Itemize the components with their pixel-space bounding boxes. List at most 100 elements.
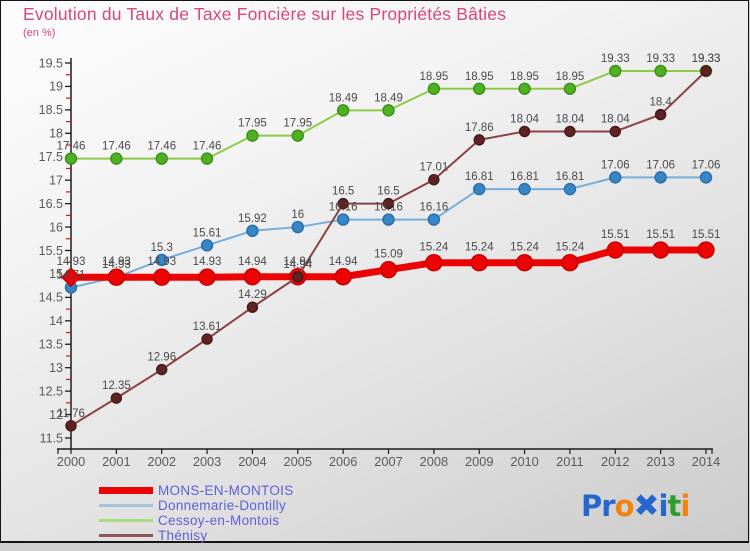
marker-cessoy-en-montois-2004	[246, 129, 259, 142]
data-label-mons-en-montois-2012: 15.51	[601, 229, 630, 241]
logo-letter: i	[658, 489, 669, 523]
legend-item-cessoy-en-montois: Cessoy-en-Montois	[99, 513, 294, 528]
data-label-th-nisy-2012: 18.04	[601, 113, 630, 125]
marker-cessoy-en-montois-2008	[427, 82, 441, 95]
data-label-cessoy-en-montois-2003: 17.46	[193, 141, 222, 153]
legend-item-thenisy: Thénisy	[99, 528, 294, 543]
marker-cessoy-en-montois-2010	[518, 82, 531, 95]
marker-mons-en-montois-2009	[470, 253, 488, 272]
marker-th-nisy-2008	[428, 174, 440, 186]
y-axis-tick-label: 18	[49, 127, 63, 141]
marker-mons-en-montois-2008	[425, 253, 443, 272]
x-axis-tick-label: 2001	[102, 454, 130, 469]
marker-mons-en-montois-2011	[561, 253, 579, 272]
logo-letter: i	[680, 489, 690, 523]
data-label-donnemarie-dontilly-2009: 16.81	[465, 171, 494, 183]
data-label-donnemarie-dontilly-2008: 16.16	[419, 202, 448, 214]
marker-cessoy-en-montois-2002	[155, 152, 168, 165]
marker-th-nisy-2001	[110, 392, 123, 404]
data-label-cessoy-en-montois-2000: 17.46	[57, 141, 86, 153]
legend-item-donnemarie-dontilly: Donnemarie-Dontilly	[99, 498, 294, 513]
y-axis-tick-label: 16	[49, 220, 63, 234]
marker-mons-en-montois-2006	[334, 268, 352, 286]
marker-th-nisy-2012	[609, 125, 621, 138]
y-axis-tick-label: 13.5	[39, 338, 63, 352]
marker-cessoy-en-montois-2013	[654, 64, 667, 78]
data-label-mons-en-montois-2003: 14.93	[193, 256, 222, 268]
data-label-donnemarie-dontilly-2003: 15.61	[193, 227, 222, 239]
y-axis-tick-label: 12	[49, 408, 63, 422]
marker-donnemarie-dontilly-2014	[699, 171, 713, 184]
marker-donnemarie-dontilly-2012	[609, 171, 622, 184]
legend-swatch-cessoy-en-montois	[99, 519, 153, 522]
data-label-mons-en-montois-2009: 15.24	[465, 242, 494, 254]
x-axis-tick-label: 2013	[646, 454, 674, 469]
data-label-donnemarie-dontilly-2012: 17.06	[601, 159, 630, 171]
marker-cessoy-en-montois-2009	[473, 82, 486, 95]
marker-mons-en-montois-2002	[153, 268, 171, 286]
marker-th-nisy-2000	[65, 420, 77, 432]
marker-cessoy-en-montois-2011	[563, 82, 577, 95]
x-axis-tick-label: 2010	[510, 454, 538, 469]
y-axis-tick-label: 14.5	[39, 291, 63, 305]
chart-subtitle: (en %)	[23, 27, 56, 39]
data-label-th-nisy-2011: 18.04	[556, 113, 585, 125]
data-label-cessoy-en-montois-2013: 19.33	[646, 53, 675, 65]
marker-mons-en-montois-2010	[515, 253, 534, 272]
legend-swatch-donnemarie-dontilly	[99, 504, 153, 507]
data-label-mons-en-montois-2002: 14.93	[147, 256, 176, 268]
marker-cessoy-en-montois-2001	[110, 152, 123, 165]
marker-mons-en-montois-2014	[697, 241, 715, 259]
x-axis-tick-label: 2008	[420, 454, 448, 469]
y-axis-tick-label: 15.5	[39, 244, 63, 258]
marker-th-nisy-2010	[518, 125, 531, 138]
data-label-donnemarie-dontilly-2001: 14.93	[102, 259, 131, 271]
x-axis-tick-label: 2009	[465, 454, 493, 469]
x-axis-tick-label: 2003	[193, 454, 221, 469]
marker-donnemarie-dontilly-2004	[246, 224, 259, 238]
data-label-donnemarie-dontilly-2013: 17.06	[646, 159, 675, 171]
data-label-mons-en-montois-2007: 15.09	[374, 249, 403, 261]
legend-item-mons-en-montois: MONS-EN-MONTOIS	[99, 483, 294, 498]
data-label-donnemarie-dontilly-2014: 17.06	[692, 159, 721, 171]
x-axis-tick-label: 2004	[238, 454, 266, 469]
marker-cessoy-en-montois-2003	[200, 152, 214, 165]
marker-th-nisy-2004	[246, 301, 259, 313]
data-label-th-nisy-2001: 12.35	[102, 380, 131, 392]
marker-donnemarie-dontilly-2002	[155, 253, 168, 267]
y-axis-tick-label: 11.5	[40, 431, 63, 445]
data-label-cessoy-en-montois-2006: 18.49	[329, 92, 358, 104]
marker-cessoy-en-montois-2006	[336, 104, 350, 117]
x-axis-tick-label: 2007	[374, 454, 402, 469]
marker-th-nisy-2003	[201, 333, 213, 345]
x-axis-tick-label: 2000	[57, 454, 85, 469]
data-label-th-nisy-2010: 18.04	[510, 113, 539, 125]
x-axis-tick-label: 2014	[692, 454, 720, 469]
marker-cessoy-en-montois-2005	[291, 129, 304, 142]
data-label-donnemarie-dontilly-2011: 16.81	[556, 171, 585, 183]
marker-th-nisy-2002	[156, 363, 168, 376]
x-axis-tick-label: 2002	[147, 454, 175, 469]
data-label-mons-en-montois-2005: 14.94	[283, 256, 312, 268]
marker-donnemarie-dontilly-2007	[382, 213, 395, 226]
legend-label-mons-en-montois: MONS-EN-MONTOIS	[158, 483, 294, 498]
data-label-th-nisy-2006: 16.5	[332, 186, 354, 198]
data-label-cessoy-en-montois-2012: 19.33	[601, 53, 630, 65]
marker-th-nisy-2006	[337, 197, 349, 210]
marker-donnemarie-dontilly-2013	[654, 171, 667, 184]
marker-donnemarie-dontilly-2005	[291, 220, 304, 234]
y-axis-tick-label: 18.5	[39, 103, 63, 117]
data-label-donnemarie-dontilly-2006: 16.16	[329, 202, 358, 214]
chart-title: Evolution du Taux de Taxe Foncière sur l…	[23, 4, 507, 24]
logo-letter: o	[614, 489, 635, 523]
marker-mons-en-montois-2000	[61, 267, 81, 288]
marker-th-nisy-2007	[382, 197, 395, 210]
data-label-th-nisy-2008: 17.01	[419, 162, 448, 174]
y-axis-tick-label: 15	[49, 267, 63, 281]
legend: MONS-EN-MONTOIS Donnemarie-Dontilly Cess…	[99, 483, 294, 543]
x-axis-tick-label: 2005	[284, 454, 312, 469]
marker-mons-en-montois-2013	[651, 241, 670, 259]
marker-donnemarie-dontilly-2008	[427, 213, 441, 226]
data-label-cessoy-en-montois-2002: 17.46	[147, 141, 176, 153]
